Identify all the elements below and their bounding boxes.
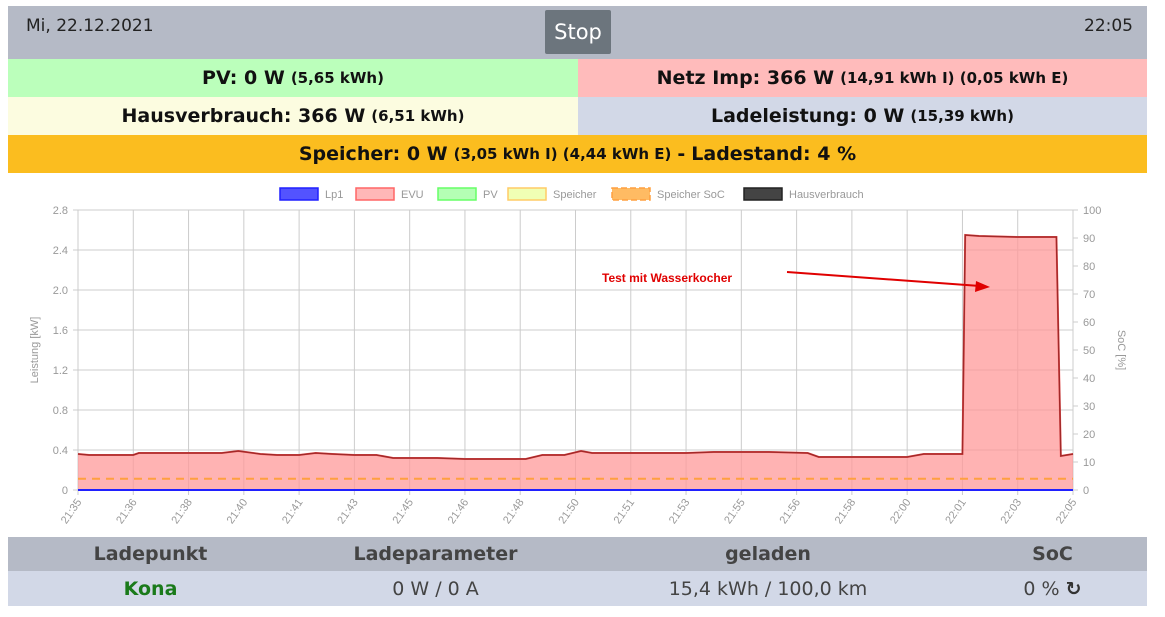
legend-item-lp1: Lp1: [279, 187, 343, 201]
x-tick-label: 21:38: [169, 497, 195, 526]
legend-swatch: [743, 187, 783, 201]
date: Mi, 22.12.2021: [26, 16, 154, 36]
y-axis-title: Leistung [kW]: [29, 317, 41, 384]
annotation-text: Test mit Wasserkocher: [602, 271, 732, 285]
x-tick-label: 21:56: [777, 497, 803, 526]
legend-label: Hausverbrauch: [789, 189, 864, 201]
y2-tick-label: 0: [1083, 485, 1089, 497]
x-tick-label: 21:41: [280, 497, 306, 526]
time: 22:05: [1084, 16, 1133, 36]
legend-label: Speicher: [553, 189, 597, 201]
col-ladepunkt: Ladepunkt: [93, 543, 208, 565]
x-tick-label: 22:01: [943, 497, 969, 526]
power-chart: 0 0.4 0.8 1.2 1.6 2.0 2.4 2.8 0 10 20 30 40 50 60 70 80 9…: [29, 187, 1127, 526]
y2-tick-label: 70: [1083, 289, 1095, 301]
charge-summary: Ladeleistung: 0 W (15,39 kWh): [578, 97, 1147, 135]
hausverbrauch-line: [77, 234, 1074, 460]
legend-label: EVU: [401, 189, 424, 201]
y2-tick-label: 50: [1083, 345, 1095, 357]
y2-tick-label: 40: [1083, 373, 1095, 385]
charge-power: Ladeleistung: 0 W: [711, 105, 905, 127]
x-tick-label: 21:51: [612, 497, 638, 526]
legend-label: PV: [483, 189, 498, 201]
y-tick-label: 2.4: [53, 245, 68, 257]
legend-swatch: [355, 187, 395, 201]
pv-summary: PV: 0 W (5,65 kWh): [8, 59, 578, 97]
y-tick-label: 1.6: [53, 325, 68, 337]
grid-summary: Netz Imp: 366 W (14,91 kWh I) (0,05 kWh E…: [578, 59, 1147, 97]
legend-label: Lp1: [325, 189, 343, 201]
storage-soc: Ladestand: 4 %: [691, 143, 857, 165]
y-tick-label: 0: [62, 485, 68, 497]
legend-swatch: [507, 187, 547, 201]
annotation-arrow: [786, 271, 981, 287]
y2-tick-label: 10: [1083, 457, 1095, 469]
table-row: Kona 0 W / 0 A 15,4 kWh / 100,0 km 0 % ↻: [8, 571, 1147, 606]
charge-params: 0 W / 0 A: [392, 577, 479, 600]
house-power: Hausverbrauch: 366 W: [121, 105, 366, 127]
pv-power: PV: 0 W: [202, 67, 285, 89]
storage-summary: Speicher: 0 W (3,05 kWh I) (4,44 kWh E) - L…: [8, 135, 1147, 173]
evu-area: [78, 235, 1073, 490]
grid-power: Netz Imp: 366 W: [656, 67, 835, 89]
x-tick-label: 21:40: [225, 497, 251, 526]
x-tick-label: 21:36: [114, 497, 140, 526]
house-energy: (6,51 kWh): [371, 107, 465, 125]
y2-tick-label: 80: [1083, 261, 1095, 273]
x-tick-label: 21:58: [833, 497, 859, 526]
charged-amount: 15,4 kWh / 100,0 km: [668, 577, 868, 600]
table-header: Ladepunkt Ladeparameter geladen SoC: [8, 537, 1147, 571]
y-tick-label: 2.8: [53, 205, 68, 217]
house-summary: Hausverbrauch: 366 W (6,51 kWh): [8, 97, 578, 135]
x-tick-label: 21:35: [59, 497, 85, 526]
y2-tick-label: 90: [1083, 233, 1095, 245]
storage-power: Speicher: 0 W: [298, 143, 448, 165]
col-soc: SoC: [1032, 543, 1073, 565]
y-tick-label: 2.0: [53, 285, 68, 297]
soc-value: 0 %: [1023, 577, 1060, 600]
x-tick-label: 21:45: [391, 497, 417, 526]
y-tick-label: 0.4: [53, 445, 68, 457]
storage-energy: (3,05 kWh I) (4,44 kWh E): [453, 145, 672, 163]
legend-item-speicher: Speicher: [507, 187, 597, 201]
x-tick-label: 22:05: [1054, 497, 1080, 526]
header-bar: Mi, 22.12.2021 Stop 22:05: [8, 6, 1147, 59]
y-tick-label: 0.8: [53, 405, 68, 417]
x-tick-label: 21:46: [446, 497, 472, 526]
charge-energy: (15,39 kWh): [910, 107, 1014, 125]
arrow-head-icon: [975, 281, 990, 292]
x-tick-label: 21:55: [722, 497, 748, 526]
chargepoint-name[interactable]: Kona: [123, 577, 178, 600]
x-tick-label: 21:50: [556, 497, 582, 526]
x-tick-label: 22:03: [999, 497, 1025, 526]
pv-energy: (5,65 kWh): [290, 69, 384, 87]
y2-tick-label: 30: [1083, 401, 1095, 413]
legend-swatch: [279, 187, 319, 201]
refresh-icon[interactable]: ↻: [1065, 577, 1082, 600]
grid-energy: (14,91 kWh I) (0,05 kWh E): [840, 69, 1069, 87]
separator: -: [677, 143, 686, 165]
stop-button[interactable]: Stop: [545, 10, 611, 54]
legend-item-evu: EVU: [355, 187, 424, 201]
x-tick-label: 21:48: [501, 497, 527, 526]
legend-item-hausverbrauch: Hausverbrauch: [743, 187, 864, 201]
y2-axis-title: SoC [%]: [1115, 330, 1127, 370]
x-tick-label: 22:00: [888, 497, 914, 526]
y2-tick-label: 100: [1083, 205, 1101, 217]
col-geladen: geladen: [725, 543, 811, 565]
x-tick-label: 21:53: [667, 497, 693, 526]
y2-tick-label: 20: [1083, 429, 1095, 441]
legend-label: Speicher SoC: [657, 189, 725, 201]
y-tick-label: 1.2: [53, 365, 68, 377]
col-ladeparameter: Ladeparameter: [353, 543, 518, 565]
legend-swatch: [437, 187, 477, 201]
y2-tick-label: 60: [1083, 317, 1095, 329]
soc-cell: 0 % ↻: [958, 578, 1147, 600]
legend-item-pv: PV: [437, 187, 498, 201]
legend-swatch: [611, 187, 651, 201]
x-tick-label: 21:43: [335, 497, 361, 526]
legend-item-speicher-soc: Speicher SoC: [611, 187, 725, 201]
